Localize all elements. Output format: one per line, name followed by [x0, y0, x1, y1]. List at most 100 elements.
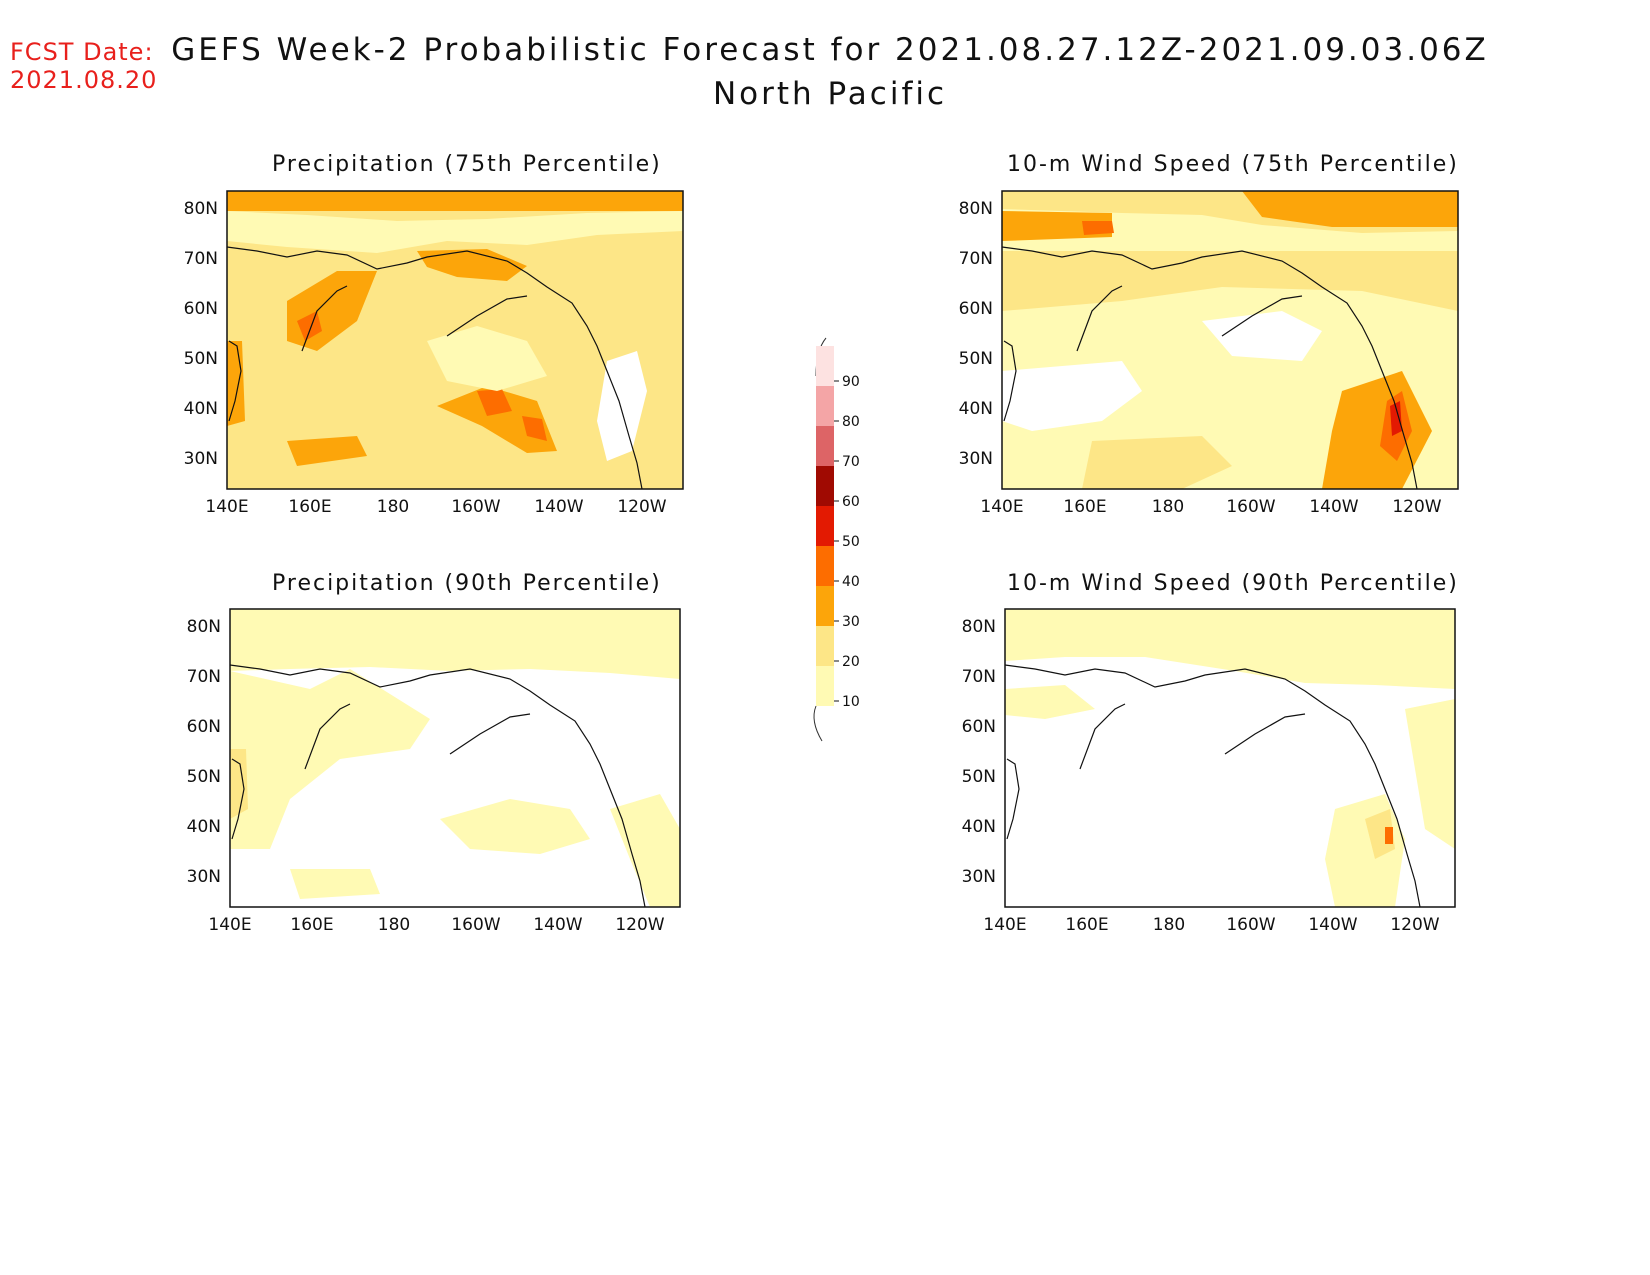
lat-tick-40n: 40N	[959, 399, 993, 419]
colorbar-segment	[816, 466, 834, 506]
lon-tick-140w: 140W	[534, 497, 583, 517]
japan-coast	[231, 758, 245, 840]
japan-coast	[1006, 758, 1020, 840]
fill-calif-mid	[1365, 809, 1395, 859]
lat-tick-50n: 50N	[184, 349, 218, 369]
lat-tick-30n: 30N	[184, 449, 218, 469]
lat-tick-80n: 80N	[959, 199, 993, 219]
map-frame	[1004, 608, 1456, 908]
colorbar-label: 70	[842, 454, 860, 470]
coastline	[1001, 246, 1418, 490]
fill-east-patch	[1405, 699, 1455, 849]
colorbar-segment	[816, 546, 834, 586]
fill-japan-patch	[230, 749, 248, 819]
lon-tick-140e: 140E	[205, 497, 248, 517]
panel-title-wind-75: 10-m Wind Speed (75th Percentile)	[1007, 152, 1459, 177]
aleutian-arc	[1221, 295, 1303, 337]
fill-kamchatka-core	[297, 311, 322, 341]
lat-tick-30n: 30N	[959, 449, 993, 469]
lon-tick-160w: 160W	[451, 915, 500, 935]
colorbar-label: 80	[842, 414, 860, 430]
lon-tick-180: 180	[378, 915, 410, 935]
lat-tick-60n: 60N	[962, 717, 996, 737]
forecast-date-block: FCST Date: 2021.08.20	[10, 38, 157, 94]
fill-calif-core	[1385, 827, 1393, 844]
lon-tick-160w: 160W	[1226, 497, 1275, 517]
lat-tick-30n: 30N	[962, 867, 996, 887]
colorbar-bottom-cap	[813, 705, 823, 742]
lat-tick-60n: 60N	[184, 299, 218, 319]
page-subtitle: North Pacific	[712, 76, 948, 112]
map-frame	[226, 190, 684, 490]
fill-calif-patch	[1322, 371, 1432, 489]
fill-north-band	[230, 609, 680, 679]
forecast-date-label: FCST Date:	[10, 38, 154, 66]
fill-west-white	[1002, 361, 1142, 431]
kamchatka-coast	[301, 285, 348, 352]
lon-tick-120w: 120W	[617, 497, 666, 517]
lat-tick-40n: 40N	[962, 817, 996, 837]
fill-arctic-band	[227, 191, 683, 211]
fill-south-patch	[290, 869, 380, 899]
fill-central-core-2	[522, 416, 547, 441]
lon-tick-120w: 120W	[1390, 915, 1439, 935]
colorbar-label: 20	[842, 654, 860, 670]
coastline	[226, 246, 643, 490]
fill-central-core	[477, 389, 512, 416]
fill-central-patch	[440, 799, 590, 854]
lat-tick-40n: 40N	[187, 817, 221, 837]
lat-tick-80n: 80N	[187, 617, 221, 637]
colorbar-segment	[816, 506, 834, 546]
colorbar-segment	[816, 626, 834, 666]
lon-tick-160e: 160E	[290, 915, 333, 935]
lon-tick-140w: 140W	[1309, 497, 1358, 517]
lat-tick-70n: 70N	[187, 667, 221, 687]
fill-calif-max	[1390, 401, 1402, 436]
lon-tick-180: 180	[1152, 497, 1184, 517]
panel-title-precip-75: Precipitation (75th Percentile)	[272, 152, 662, 177]
lat-tick-80n: 80N	[184, 199, 218, 219]
map-panel-precip-90: 30N 40N 50N 60N 70N 80N 140E 160E 180 16…	[187, 608, 681, 935]
lon-tick-140w: 140W	[1308, 915, 1357, 935]
lat-tick-70n: 70N	[184, 249, 218, 269]
lon-tick-140e: 140E	[983, 915, 1026, 935]
lon-tick-160e: 160E	[1063, 497, 1106, 517]
fill-mid-band	[1002, 251, 1458, 311]
colorbar-segment	[816, 586, 834, 626]
lat-tick-50n: 50N	[959, 349, 993, 369]
aleutian-arc	[1224, 713, 1306, 755]
lat-tick-40n: 40N	[184, 399, 218, 419]
page-title: GEFS Week-2 Probabilistic Forecast for 2…	[171, 32, 1489, 68]
lat-tick-70n: 70N	[959, 249, 993, 269]
lon-tick-160e: 160E	[1065, 915, 1108, 935]
colorbar-label: 90	[842, 374, 860, 390]
fill-arctic-patch	[1242, 191, 1458, 227]
forecast-date-value: 2021.08.20	[10, 66, 158, 94]
colorbar-segment	[816, 346, 834, 386]
map-panel-wind-90: 30N 40N 50N 60N 70N 80N 140E 160E 180 16…	[962, 608, 1456, 935]
fill-west-patch	[1005, 685, 1095, 719]
fill-south-patch	[1082, 436, 1232, 489]
lon-tick-160e: 160E	[288, 497, 331, 517]
japan-coast	[1003, 340, 1017, 422]
lon-tick-140e: 140E	[980, 497, 1023, 517]
lon-tick-180: 180	[377, 497, 409, 517]
fill-siberia-core	[1082, 221, 1114, 235]
lon-tick-120w: 120W	[615, 915, 664, 935]
colorbar-segment	[816, 386, 834, 426]
kamchatka-coast	[1076, 285, 1123, 352]
fill-south-patch	[287, 436, 367, 466]
map-frame	[1001, 190, 1459, 490]
fill-gulf-light	[427, 326, 547, 391]
panel-title-precip-90: Precipitation (90th Percentile)	[272, 571, 662, 596]
lon-tick-180: 180	[1153, 915, 1185, 935]
fill-light-band	[227, 211, 683, 253]
colorbar-label: 10	[842, 694, 860, 710]
fill-japan-patch	[227, 341, 245, 426]
aleutian-arc	[446, 295, 528, 337]
fill-coast-patch	[610, 794, 680, 907]
colorbar-label: 50	[842, 534, 860, 550]
fill-west-patch	[230, 669, 430, 849]
colorbar-label: 60	[842, 494, 860, 510]
lon-tick-160w: 160W	[1226, 915, 1275, 935]
